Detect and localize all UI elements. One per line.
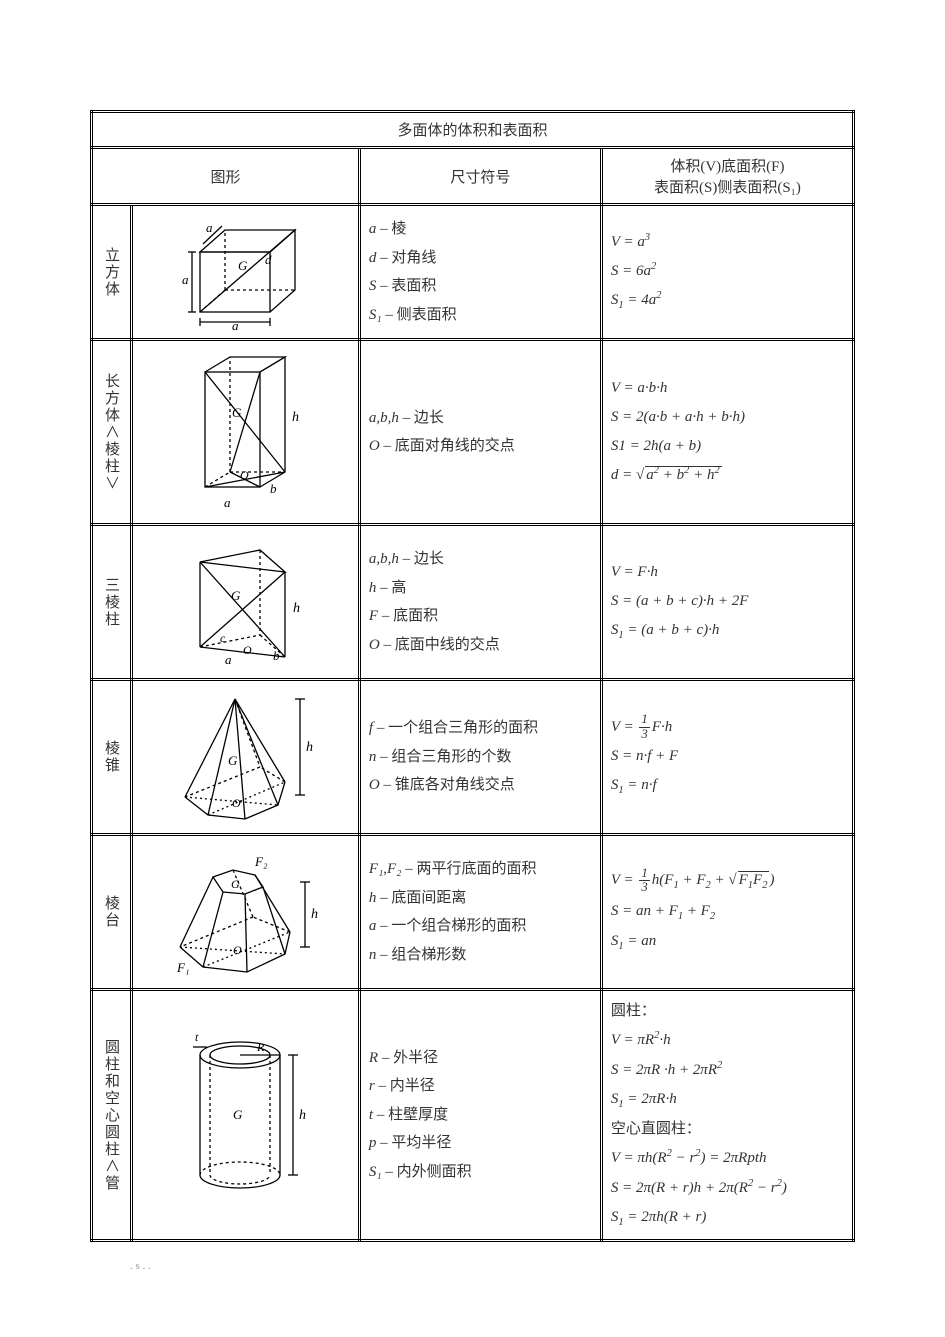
row-label-frustum: 棱台 xyxy=(92,835,132,990)
formulas-cube: V = a3 S = 6a2 S1 = 4a2 xyxy=(601,205,853,340)
polyhedra-table: 多面体的体积和表面积 图形 尺寸符号 体积(V)底面积(F) 表面积(S)侧表面… xyxy=(90,110,855,1242)
row-label-triprism: 三棱柱 xyxy=(92,525,132,680)
pyramid-icon: h G O xyxy=(160,687,330,827)
svg-text:a: a xyxy=(206,220,213,235)
symbols-cylinder: R – 外半径 r – 内半径 t – 柱壁厚度 p – 平均半径 S₁ – 内… xyxy=(359,990,601,1241)
shape-triprism: c a b h G O xyxy=(132,525,360,680)
col-shape: 图形 xyxy=(92,148,360,205)
col-formula: 体积(V)底面积(F) 表面积(S)侧表面积(S₁) xyxy=(601,148,853,205)
svg-text:h: h xyxy=(306,740,313,755)
table-title: 多面体的体积和表面积 xyxy=(92,112,854,148)
svg-text:h: h xyxy=(292,410,299,425)
frustum-icon: F₂ F₁ h G O xyxy=(155,842,335,982)
svg-text:c: c xyxy=(220,631,226,645)
shape-cube: a a a d G xyxy=(132,205,360,340)
cube-icon: a a a d G xyxy=(170,212,320,332)
svg-text:a: a xyxy=(182,272,189,287)
svg-text:a: a xyxy=(232,318,239,332)
formulas-pyramid: V = 13F·h S = n·f + F S1 = n·f xyxy=(601,680,853,835)
svg-text:a: a xyxy=(225,652,232,667)
table-row: 长方体∧棱柱∨ a b h G O xyxy=(92,340,854,525)
svg-text:O: O xyxy=(243,643,252,657)
symbols-frustum: F₁,F₂ – 两平行底面的面积 h – 底面间距离 a – 一个组合梯形的面积… xyxy=(359,835,601,990)
cylinder-icon: R t h G xyxy=(165,1025,325,1205)
col-formula-l1: 体积(V)底面积(F) xyxy=(670,159,784,175)
symbols-cube: a – 棱 d – 对角线 S – 表面积 S₁ – 侧表面积 xyxy=(359,205,601,340)
shape-pyramid: h G O xyxy=(132,680,360,835)
cuboid-icon: a b h G O xyxy=(170,347,320,517)
shape-cuboid: a b h G O xyxy=(132,340,360,525)
svg-text:b: b xyxy=(273,648,280,663)
svg-text:F₂: F₂ xyxy=(254,854,268,869)
svg-text:d: d xyxy=(265,252,272,267)
svg-text:O: O xyxy=(232,796,241,810)
col-formula-l2: 表面积(S)侧表面积(S₁) xyxy=(654,180,801,196)
svg-text:h: h xyxy=(311,907,318,922)
svg-text:a: a xyxy=(224,495,231,510)
table-row: 棱台 xyxy=(92,835,854,990)
symbols-cuboid: a,b,h – 边长 O – 底面对角线的交点 xyxy=(359,340,601,525)
table-row: 三棱柱 c a b h G O xyxy=(92,525,854,680)
row-label-cuboid: 长方体∧棱柱∨ xyxy=(92,340,132,525)
triprism-icon: c a b h G O xyxy=(165,532,325,672)
row-label-pyramid: 棱锥 xyxy=(92,680,132,835)
formulas-cylinder: 圆柱： V = πR2·h S = 2πR ·h + 2πR2 S1 = 2πR… xyxy=(601,990,853,1241)
svg-text:G: G xyxy=(228,753,238,768)
svg-text:O: O xyxy=(233,943,242,957)
table-row: 棱锥 h xyxy=(92,680,854,835)
svg-text:G: G xyxy=(238,258,248,273)
table-row: 圆柱和空心圆柱∧管 xyxy=(92,990,854,1241)
shape-frustum: F₂ F₁ h G O xyxy=(132,835,360,990)
svg-text:t: t xyxy=(195,1030,199,1044)
row-label-cube: 立方体 xyxy=(92,205,132,340)
col-symbols: 尺寸符号 xyxy=(359,148,601,205)
svg-text:R: R xyxy=(256,1040,265,1054)
svg-text:F₁: F₁ xyxy=(176,960,189,975)
formulas-triprism: V = F·h S = (a + b + c)·h + 2F S1 = (a +… xyxy=(601,525,853,680)
formulas-cuboid: V = a·b·h S = 2(a·b + a·h + b·h) S1 = 2h… xyxy=(601,340,853,525)
row-label-cylinder: 圆柱和空心圆柱∧管 xyxy=(92,990,132,1241)
symbols-triprism: a,b,h – 边长 h – 高 F – 底面积 O – 底面中线的交点 xyxy=(359,525,601,680)
svg-text:b: b xyxy=(270,481,277,496)
shape-cylinder: R t h G xyxy=(132,990,360,1241)
svg-text:h: h xyxy=(299,1108,306,1123)
svg-text:h: h xyxy=(293,601,300,616)
symbols-pyramid: f – 一个组合三角形的面积 n – 组合三角形的个数 O – 锥底各对角线交点 xyxy=(359,680,601,835)
svg-text:O: O xyxy=(240,468,249,482)
svg-text:G: G xyxy=(232,405,242,420)
page-footer: . s . . xyxy=(90,1242,855,1272)
svg-text:G: G xyxy=(231,877,240,891)
svg-text:G: G xyxy=(233,1107,243,1122)
svg-text:G: G xyxy=(231,588,241,603)
table-row: 立方体 a xyxy=(92,205,854,340)
formulas-frustum: V = 13h(F1 + F2 + F1F2) S = an + F1 + F2… xyxy=(601,835,853,990)
